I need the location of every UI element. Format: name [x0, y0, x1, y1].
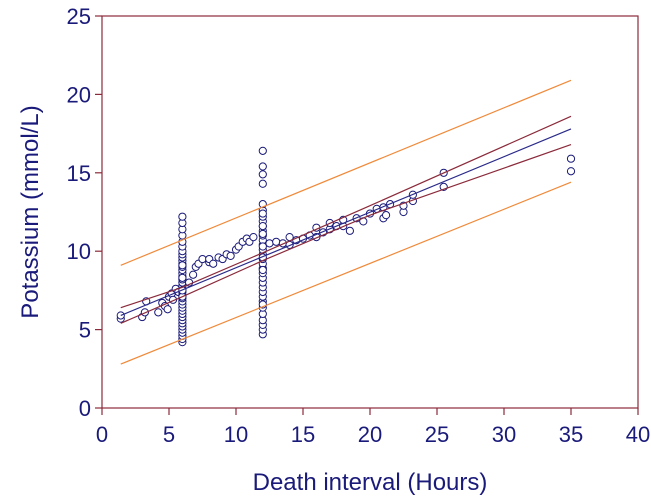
x-tick-label: 25	[425, 422, 449, 447]
data-point	[258, 170, 267, 179]
data-point	[381, 211, 391, 220]
y-tick-label: 15	[67, 161, 91, 186]
data-point	[258, 179, 267, 188]
data-point	[178, 212, 187, 221]
y-tick-label: 5	[79, 318, 91, 343]
data-point	[178, 261, 187, 270]
data-point	[189, 270, 198, 279]
x-tick-label: 15	[291, 422, 315, 447]
y-tick-label: 20	[67, 82, 91, 107]
x-axis-label: Death interval (Hours)	[253, 469, 488, 496]
data-point	[258, 209, 267, 218]
y-axis-label: Potassium (mmol/L)	[17, 105, 44, 318]
y-tick-label: 0	[79, 396, 91, 421]
chart-lines	[120, 79, 572, 365]
prediction-lower-line	[120, 181, 572, 365]
x-tick-label: 5	[163, 422, 175, 447]
x-tick-label: 30	[492, 422, 516, 447]
data-point	[178, 273, 187, 282]
data-point	[154, 308, 163, 317]
data-point	[566, 154, 576, 163]
data-point	[566, 167, 576, 176]
data-point	[258, 222, 267, 231]
confidence-lower-line	[120, 144, 572, 324]
y-tick-label: 25	[67, 4, 91, 29]
data-point	[163, 305, 172, 314]
data-point	[345, 226, 354, 235]
x-tick-label: 40	[626, 422, 650, 447]
data-point	[198, 254, 207, 264]
y-tick-label: 10	[67, 239, 91, 264]
y-axis-ticks: 0 5 10 15 20 25	[67, 4, 102, 421]
data-point	[249, 232, 258, 242]
x-tick-label: 10	[224, 422, 248, 447]
data-point	[226, 251, 235, 261]
data-point	[258, 229, 267, 239]
data-point	[258, 146, 267, 155]
data-point	[209, 259, 218, 268]
regression-line	[120, 128, 572, 317]
data-point	[265, 239, 274, 248]
x-axis-ticks: 0 5 10 15 20 25 30 35 40	[96, 408, 650, 447]
data-point	[272, 237, 281, 246]
prediction-upper-line	[120, 79, 572, 266]
confidence-upper-line	[120, 115, 572, 309]
x-tick-label: 0	[96, 422, 108, 447]
x-tick-label: 35	[559, 422, 583, 447]
data-point	[258, 265, 267, 275]
data-point	[258, 242, 267, 251]
x-tick-label: 20	[358, 422, 382, 447]
data-point	[258, 162, 267, 171]
chart-marks	[116, 146, 576, 347]
